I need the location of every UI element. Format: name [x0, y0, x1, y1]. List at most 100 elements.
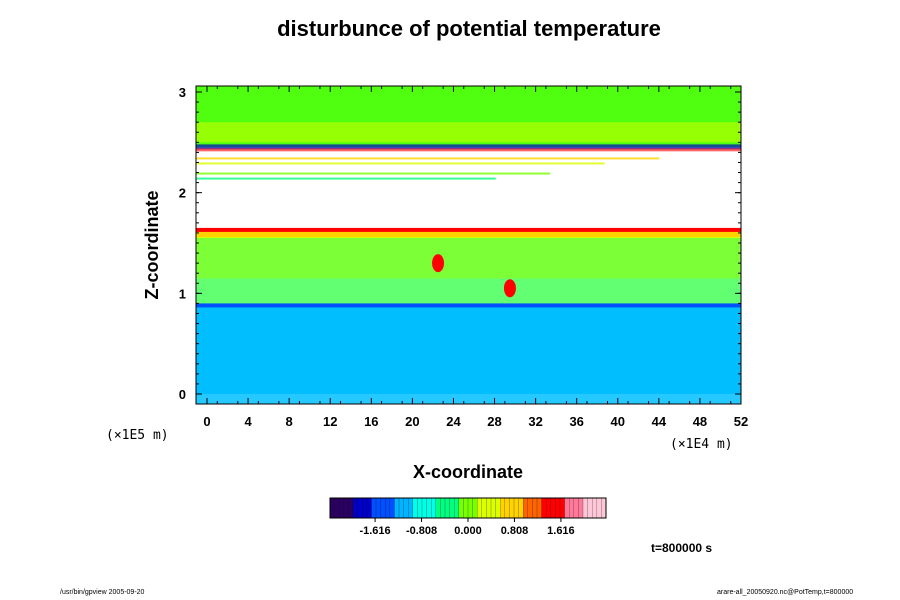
blank-streak-1	[196, 172, 551, 175]
x-tick-label: 36	[569, 414, 583, 429]
colorbar-cell	[431, 498, 437, 518]
colorbar-cell	[477, 498, 483, 518]
x-tick-label: 12	[323, 414, 337, 429]
blank-streak-0	[196, 177, 496, 180]
x-tick-label: 0	[203, 414, 210, 429]
colorbar-cell	[334, 498, 340, 518]
colorbar-cell	[353, 498, 358, 518]
colorbar-cell	[578, 498, 584, 518]
time-label: t=800000 s	[651, 541, 713, 555]
colorbar-cell	[422, 498, 427, 518]
colorbar-cell	[491, 498, 496, 518]
colorbar-tick-label: -0.808	[406, 525, 437, 537]
colorbar-cell	[550, 498, 556, 518]
colorbar-cell	[504, 498, 510, 518]
colorbar-tick-label: -1.616	[359, 525, 390, 537]
colorbar-cell	[518, 498, 524, 518]
colorbar	[329, 497, 607, 522]
x-tick-label: 4	[244, 414, 252, 429]
colorbar-cell	[426, 498, 432, 518]
y-tick-label: 1	[179, 286, 186, 301]
heatmap-field	[196, 86, 741, 404]
colorbar-cell	[560, 498, 565, 518]
warm-blob-1	[503, 279, 516, 298]
y-tick-label: 0	[179, 387, 186, 402]
y-tick-label: 3	[179, 85, 186, 100]
colorbar-cell	[339, 498, 345, 518]
colorbar-cell	[546, 498, 552, 518]
colorbar-cell	[587, 498, 593, 518]
colorbar-tick-label: 1.616	[547, 525, 575, 537]
colorbar-cell	[472, 498, 478, 518]
warm-blob-0	[432, 254, 445, 273]
colorbar-cell	[376, 498, 381, 518]
colorbar-cell	[601, 498, 607, 518]
colorbar-cell	[366, 498, 372, 518]
blank-streak-3	[196, 157, 660, 160]
x-tick-label: 24	[446, 414, 461, 429]
colorbar-cell	[583, 498, 588, 518]
colorbar-cell	[573, 498, 579, 518]
x-unit-label: (×1E4 m)	[670, 437, 733, 452]
warm-band-red	[196, 227, 741, 232]
blank-streak-2	[196, 162, 605, 165]
heatmap-region-3	[196, 147, 741, 230]
colorbar-cell	[481, 498, 487, 518]
mixed-layer-cyan	[196, 278, 741, 306]
colorbar-cell	[555, 498, 561, 518]
x-tick-label: 48	[693, 414, 707, 429]
x-tick-label: 40	[611, 414, 625, 429]
y-unit-label: (×1E5 m)	[106, 428, 169, 443]
colorbar-cell	[394, 498, 400, 518]
cold-layer-edge	[196, 303, 741, 308]
colorbar-cell	[412, 498, 418, 518]
y-tick-labels: 0 1 2 3	[179, 85, 186, 402]
footer-left: /usr/bin/gpview 2005-09-20	[60, 589, 145, 596]
colorbar-cell	[486, 498, 492, 518]
colorbar-cell	[500, 498, 506, 518]
upper-edge-red	[196, 148, 741, 152]
colorbar-cell	[445, 498, 450, 518]
colorbar-cell	[454, 498, 460, 518]
colorbar-cell	[389, 498, 395, 518]
y-axis-label: Z-coordinate	[142, 190, 162, 299]
colorbar-cell	[408, 498, 414, 518]
colorbar-tick-label: 0.000	[454, 525, 482, 537]
colorbar-cell	[495, 498, 501, 518]
colorbar-cell	[385, 498, 391, 518]
colorbar-tick-label: 0.808	[501, 525, 529, 537]
colorbar-cell	[527, 498, 533, 518]
colorbar-cell	[330, 498, 335, 518]
colorbar-cell	[403, 498, 409, 518]
colorbar-cell	[537, 498, 542, 518]
colorbar-cell	[509, 498, 515, 518]
axis-ticks	[196, 86, 742, 404]
colorbar-cell	[435, 498, 441, 518]
x-tick-label: 32	[528, 414, 542, 429]
colorbar-tick-labels: -1.616 -0.808 0.000 0.808 1.616	[359, 525, 574, 537]
colorbar-cell	[380, 498, 386, 518]
x-tick-label: 20	[405, 414, 419, 429]
colorbar-cell	[343, 498, 349, 518]
warm-band-yellow	[196, 228, 741, 237]
plot-frame	[195, 85, 742, 405]
x-tick-label: 44	[652, 414, 667, 429]
colorbar-cell	[357, 498, 363, 518]
cold-layer-tint	[196, 305, 741, 404]
colorbar-cell	[449, 498, 455, 518]
upper-edge-blue	[196, 144, 741, 150]
x-tick-labels: 0 4 8 12 16 20 24 28 32 36 40 44 48 52	[203, 414, 748, 429]
x-tick-label: 28	[487, 414, 501, 429]
colorbar-cell	[458, 498, 464, 518]
colorbar-cell	[523, 498, 529, 518]
colorbar-cell	[468, 498, 473, 518]
colorbar-cell	[399, 498, 404, 518]
x-tick-label: 16	[364, 414, 378, 429]
colorbar-cell	[348, 498, 354, 518]
colorbar-cell	[541, 498, 547, 518]
x-axis-label: X-coordinate	[413, 462, 523, 482]
colorbar-cell	[463, 498, 469, 518]
colorbar-cell	[564, 498, 570, 518]
colorbar-cell	[440, 498, 446, 518]
